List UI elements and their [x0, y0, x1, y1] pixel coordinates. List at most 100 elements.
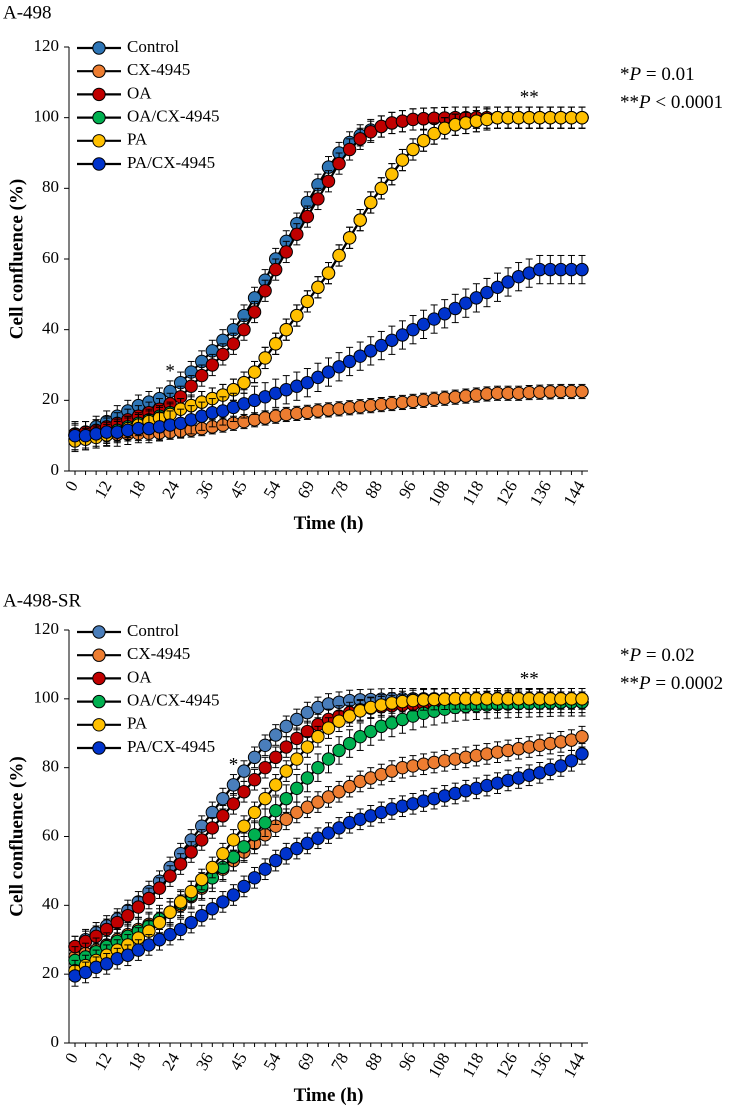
x-tick-label: 144 [560, 1049, 589, 1081]
data-point [311, 795, 325, 809]
p-value-note: *P = 0.01 [620, 64, 695, 85]
x-tick-label: 108 [424, 477, 453, 509]
data-point [195, 368, 209, 383]
y-tick-label: 40 [42, 319, 59, 338]
data-point [374, 338, 389, 353]
legend-label: Control [127, 621, 179, 640]
data-point [247, 828, 262, 842]
significance-marker: * [165, 361, 175, 382]
data-point [163, 905, 177, 919]
series-pa [68, 688, 589, 982]
data-point [416, 317, 431, 332]
data-point [258, 738, 272, 752]
data-point [184, 845, 198, 859]
legend-label: OA/CX-4945 [127, 107, 220, 126]
x-tick-label: 88 [361, 477, 386, 501]
x-tick-label: 45 [226, 477, 251, 501]
p-value-note: *P = 0.02 [620, 645, 695, 666]
data-point [205, 902, 220, 916]
data-point [216, 809, 230, 823]
data-point [406, 142, 420, 157]
data-point [121, 948, 135, 962]
y-tick-label: 0 [51, 1032, 60, 1051]
data-point [226, 797, 241, 811]
y-tick-label: 20 [42, 963, 59, 982]
data-point [247, 750, 262, 765]
x-tick-label: 36 [192, 1049, 217, 1073]
x-tick-label: 69 [293, 1049, 318, 1073]
data-point [311, 370, 325, 385]
data-point [564, 754, 579, 768]
data-point [300, 800, 315, 814]
data-point [142, 891, 156, 906]
data-point [342, 142, 357, 157]
x-tick-label: 96 [395, 1049, 420, 1073]
data-point [216, 847, 230, 861]
legend-item: OA/CX-4945 [77, 691, 220, 710]
data-point [268, 337, 283, 351]
data-point [268, 778, 283, 792]
data-point [216, 895, 230, 909]
data-point [184, 915, 198, 930]
data-point [121, 908, 135, 923]
data-point [173, 857, 188, 871]
data-point [226, 833, 241, 847]
data-point [459, 296, 473, 310]
data-point [279, 719, 293, 734]
data-point [575, 262, 589, 277]
data-point [406, 322, 420, 337]
data-point [374, 181, 389, 196]
data-point [311, 192, 325, 206]
data-point [195, 908, 209, 923]
x-tick-label: 108 [424, 1049, 453, 1081]
data-point [279, 847, 293, 861]
data-point [353, 132, 367, 146]
data-point [268, 803, 283, 818]
x-tick-label: 12 [91, 477, 116, 501]
data-point [300, 771, 315, 785]
data-point [290, 841, 304, 856]
data-point [247, 365, 262, 379]
legend-label: PA/CX-4945 [127, 153, 215, 172]
legend: Control CX-4945 OA OA/CX-4945 PA PA/CX-4945 [77, 621, 220, 756]
data-point [448, 301, 462, 316]
data-point [258, 351, 272, 365]
data-point [237, 322, 251, 337]
data-point [321, 790, 336, 804]
data-point [226, 778, 241, 792]
data-point [332, 156, 346, 171]
data-point [131, 900, 146, 914]
data-point [279, 740, 293, 754]
data-point [163, 869, 177, 883]
data-point [226, 337, 241, 351]
data-point [216, 791, 230, 806]
data-point [575, 729, 589, 744]
legend-swatch-marker [92, 694, 106, 709]
data-point [395, 328, 410, 342]
legend-swatch-marker [92, 134, 106, 148]
data-point [142, 938, 156, 952]
data-point [300, 836, 315, 851]
x-tick-label: 18 [124, 1049, 149, 1073]
legend-swatch-marker [92, 648, 106, 662]
panel-title: A-498 [3, 2, 52, 23]
x-tick-label: 54 [260, 477, 285, 502]
data-point [258, 862, 272, 876]
legend-swatch-marker [92, 41, 106, 55]
p-value-note: **P < 0.0001 [620, 92, 723, 113]
data-point [385, 167, 399, 181]
y-tick-label: 60 [42, 825, 59, 844]
y-tick-label: 80 [42, 177, 59, 196]
data-point [300, 705, 315, 720]
data-point [290, 308, 304, 323]
data-point [279, 245, 293, 259]
data-point [480, 285, 494, 300]
data-point [395, 153, 410, 167]
data-point [237, 785, 251, 799]
y-tick-label: 80 [42, 757, 59, 776]
data-point [342, 354, 357, 369]
legend-swatch-marker [92, 625, 106, 639]
y-tick-label: 100 [34, 688, 60, 707]
data-point [184, 379, 198, 393]
